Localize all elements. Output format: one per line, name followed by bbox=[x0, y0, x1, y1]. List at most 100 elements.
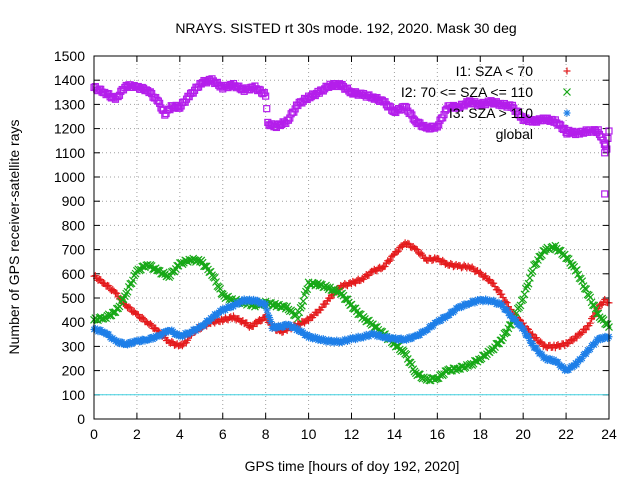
data-point bbox=[476, 269, 484, 277]
data-point bbox=[525, 274, 534, 282]
data-layer bbox=[90, 75, 613, 396]
y-tick-label: 400 bbox=[62, 314, 86, 330]
data-point bbox=[389, 251, 397, 259]
data-point bbox=[168, 338, 176, 346]
x-tick-label: 16 bbox=[430, 426, 446, 442]
data-point bbox=[433, 123, 441, 131]
data-point bbox=[394, 247, 402, 255]
data-point bbox=[305, 317, 313, 325]
x-axis-label: GPS time [hours of doy 192, 2020] bbox=[245, 458, 460, 474]
data-point bbox=[294, 324, 302, 332]
x-tick-label: 20 bbox=[515, 426, 531, 442]
tick-layer: 0100200300400500600700800900100011001200… bbox=[54, 48, 617, 442]
data-point bbox=[123, 287, 132, 296]
data-point bbox=[381, 262, 389, 270]
y-tick-label: 0 bbox=[77, 411, 85, 427]
data-point bbox=[578, 277, 587, 286]
data-point bbox=[573, 334, 581, 342]
plot-frame bbox=[93, 55, 610, 420]
data-point bbox=[134, 311, 142, 319]
data-point bbox=[128, 276, 137, 285]
data-point-outlier bbox=[601, 149, 609, 157]
data-point bbox=[586, 319, 594, 327]
data-point bbox=[299, 297, 308, 306]
legend-marker bbox=[563, 109, 571, 117]
data-point bbox=[565, 339, 573, 347]
data-point bbox=[528, 267, 537, 276]
data-point bbox=[516, 301, 525, 310]
x-tick-label: 4 bbox=[176, 426, 184, 442]
data-point bbox=[405, 240, 413, 248]
y-tick-label: 1500 bbox=[54, 48, 85, 64]
data-point bbox=[586, 293, 595, 302]
data-point bbox=[537, 338, 545, 346]
data-point bbox=[554, 358, 562, 366]
data-point bbox=[97, 276, 105, 284]
y-tick-label: 1100 bbox=[55, 145, 85, 161]
data-point bbox=[113, 289, 121, 297]
data-point bbox=[126, 304, 134, 312]
y-tick-label: 1000 bbox=[54, 169, 85, 185]
legend-label: I2: 70 <= SZA <= 110 bbox=[401, 84, 533, 100]
data-point bbox=[412, 245, 420, 253]
data-point bbox=[503, 306, 511, 314]
data-point bbox=[262, 92, 270, 100]
data-point bbox=[393, 248, 401, 256]
legend-marker bbox=[563, 67, 571, 75]
data-point bbox=[555, 246, 564, 255]
data-point bbox=[297, 301, 306, 310]
data-point bbox=[156, 99, 164, 107]
legend-marker bbox=[563, 130, 571, 138]
data-point bbox=[263, 306, 271, 314]
data-point bbox=[385, 257, 393, 265]
data-point bbox=[499, 294, 507, 302]
data-point bbox=[295, 308, 304, 317]
y-tick-label: 1300 bbox=[54, 96, 85, 112]
legend-marker bbox=[563, 88, 571, 96]
data-point bbox=[326, 295, 334, 303]
data-point bbox=[365, 271, 373, 279]
data-point bbox=[148, 321, 156, 329]
data-point bbox=[531, 260, 540, 269]
x-tick-label: 12 bbox=[344, 426, 360, 442]
data-point bbox=[263, 105, 271, 113]
data-point bbox=[572, 266, 581, 274]
data-point bbox=[576, 274, 585, 283]
data-point bbox=[386, 256, 394, 264]
chart-title: NRAYS. SISTED rt 30s mode. 192, 2020. Ma… bbox=[175, 20, 516, 36]
series-4 bbox=[90, 75, 613, 198]
data-point bbox=[105, 282, 113, 290]
data-point bbox=[591, 304, 600, 313]
y-tick-label: 200 bbox=[62, 363, 86, 379]
data-point bbox=[582, 326, 590, 334]
data-point bbox=[578, 329, 586, 337]
data-point bbox=[249, 322, 257, 330]
data-point bbox=[138, 313, 146, 321]
data-point bbox=[125, 303, 133, 311]
data-point bbox=[262, 300, 270, 308]
y-tick-label: 300 bbox=[62, 338, 86, 354]
data-point bbox=[538, 251, 546, 260]
x-tick-label: 6 bbox=[219, 426, 227, 442]
x-tick-label: 2 bbox=[133, 426, 141, 442]
data-point bbox=[498, 290, 506, 298]
data-point bbox=[519, 295, 528, 304]
data-point bbox=[293, 314, 302, 323]
x-tick-label: 0 bbox=[90, 426, 98, 442]
legend-label: I1: SZA < 70 bbox=[456, 63, 534, 79]
x-tick-label: 8 bbox=[262, 426, 270, 442]
x-tick-label: 14 bbox=[387, 426, 403, 442]
data-point bbox=[243, 319, 251, 327]
x-tick-label: 24 bbox=[601, 426, 617, 442]
data-point bbox=[503, 299, 511, 307]
data-point bbox=[520, 290, 529, 299]
data-point bbox=[210, 273, 219, 282]
data-point bbox=[439, 256, 447, 264]
data-point bbox=[453, 364, 462, 373]
legend-label: I3: SZA > 110 bbox=[449, 105, 533, 121]
data-point bbox=[154, 97, 162, 105]
y-tick-label: 1200 bbox=[54, 121, 85, 137]
data-point-outlier bbox=[601, 139, 609, 147]
